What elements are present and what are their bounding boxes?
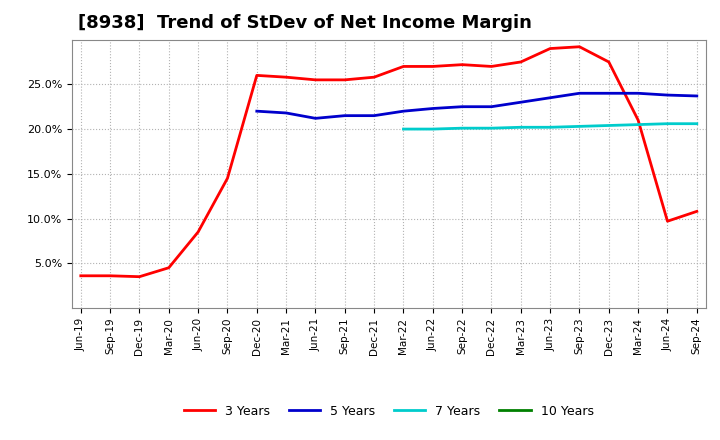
- 3 Years: [546, 46, 554, 51]
- 7 Years: [663, 121, 672, 126]
- 3 Years: [663, 219, 672, 224]
- 3 Years: [428, 64, 437, 69]
- 3 Years: [516, 59, 525, 65]
- 5 Years: [341, 113, 349, 118]
- 5 Years: [458, 104, 467, 109]
- 5 Years: [605, 91, 613, 96]
- 7 Years: [458, 125, 467, 131]
- 3 Years: [458, 62, 467, 67]
- 5 Years: [516, 99, 525, 105]
- 3 Years: [311, 77, 320, 82]
- Line: 7 Years: 7 Years: [403, 124, 697, 129]
- Legend: 3 Years, 5 Years, 7 Years, 10 Years: 3 Years, 5 Years, 7 Years, 10 Years: [179, 400, 598, 423]
- 3 Years: [575, 44, 584, 49]
- 7 Years: [428, 126, 437, 132]
- Text: [8938]  Trend of StDev of Net Income Margin: [8938] Trend of StDev of Net Income Marg…: [78, 15, 532, 33]
- 7 Years: [516, 125, 525, 130]
- 7 Years: [575, 124, 584, 129]
- 7 Years: [546, 125, 554, 130]
- 3 Years: [194, 229, 202, 235]
- 3 Years: [399, 64, 408, 69]
- 7 Years: [693, 121, 701, 126]
- 5 Years: [428, 106, 437, 111]
- 5 Years: [253, 109, 261, 114]
- 5 Years: [693, 93, 701, 99]
- 3 Years: [370, 74, 379, 80]
- 5 Years: [399, 109, 408, 114]
- 3 Years: [487, 64, 496, 69]
- 7 Years: [487, 125, 496, 131]
- 3 Years: [341, 77, 349, 82]
- 5 Years: [487, 104, 496, 109]
- 5 Years: [311, 116, 320, 121]
- 5 Years: [370, 113, 379, 118]
- 5 Years: [634, 91, 642, 96]
- 5 Years: [282, 110, 290, 116]
- 3 Years: [135, 274, 144, 279]
- 3 Years: [282, 74, 290, 80]
- 3 Years: [634, 117, 642, 123]
- 3 Years: [605, 59, 613, 65]
- 5 Years: [575, 91, 584, 96]
- 3 Years: [164, 265, 173, 270]
- Line: 3 Years: 3 Years: [81, 47, 697, 277]
- 3 Years: [76, 273, 85, 279]
- 7 Years: [634, 122, 642, 127]
- 5 Years: [546, 95, 554, 100]
- 3 Years: [106, 273, 114, 279]
- 7 Years: [605, 123, 613, 128]
- 3 Years: [253, 73, 261, 78]
- 7 Years: [399, 126, 408, 132]
- 3 Years: [693, 209, 701, 214]
- 5 Years: [663, 92, 672, 98]
- Line: 5 Years: 5 Years: [257, 93, 697, 118]
- 3 Years: [223, 176, 232, 181]
